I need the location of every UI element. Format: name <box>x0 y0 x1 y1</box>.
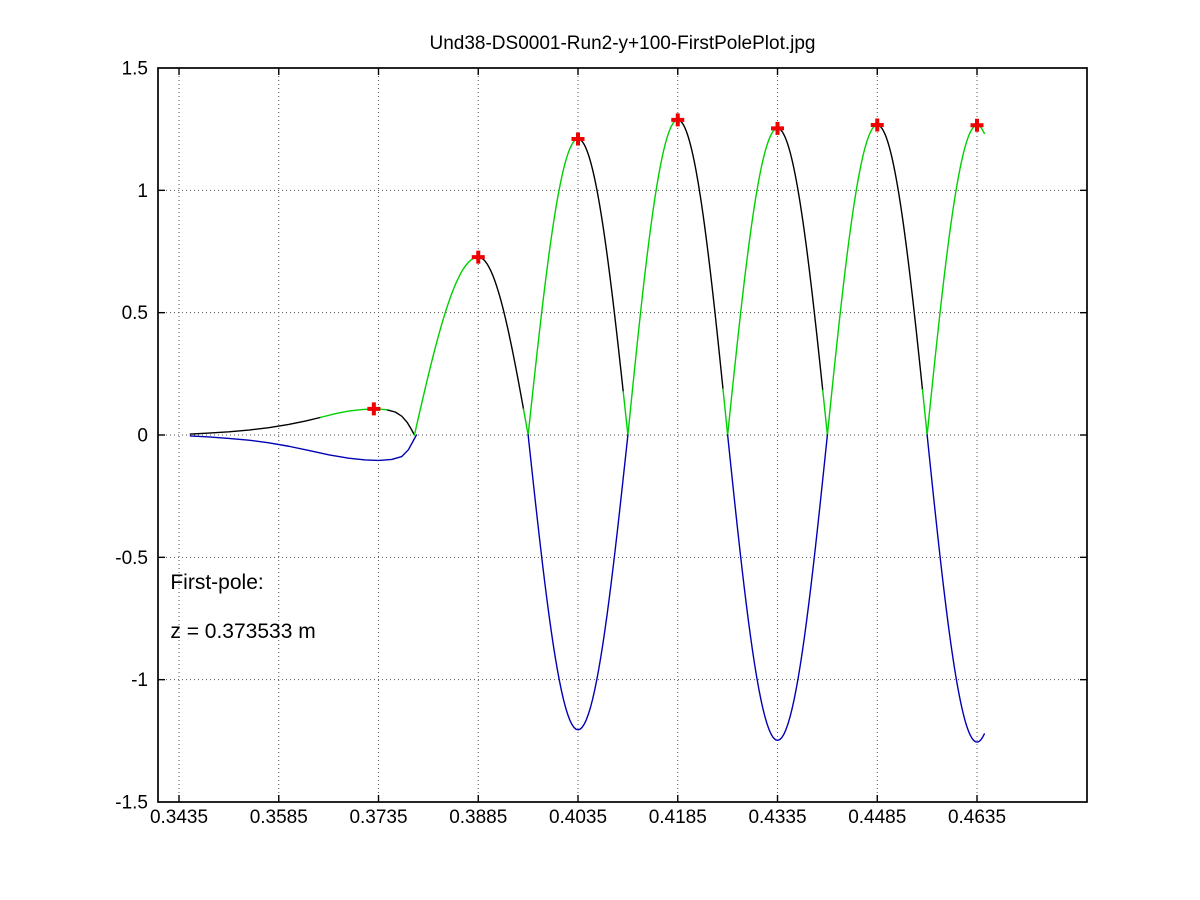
x-tick-label: 0.4635 <box>948 807 1006 828</box>
y-tick-label: 0.5 <box>122 303 148 324</box>
field-curve-segment <box>577 138 624 393</box>
first-pole-annotation: z = 0.373533 m <box>170 620 315 643</box>
axis-box <box>157 67 1088 803</box>
pole-marker <box>671 113 685 127</box>
x-tick-label: 0.3435 <box>150 807 208 828</box>
y-tick-label: -0.5 <box>115 548 148 569</box>
field-curve-segment <box>527 138 579 436</box>
field-curve-segment <box>826 124 878 436</box>
pole-marker <box>771 121 785 135</box>
plot-title: Und38-DS0001-Run2-y+100-FirstPolePlot.jp… <box>429 33 816 54</box>
pole-marker <box>367 402 381 416</box>
field-curve-segment <box>387 409 416 436</box>
field-curve-segment <box>319 408 389 419</box>
first-pole-annotation: First-pole: <box>170 571 263 594</box>
x-tick-label: 0.4185 <box>649 807 707 828</box>
pole-marker <box>870 118 884 132</box>
y-tick-label: -1.5 <box>115 792 148 813</box>
field-curve-segment <box>726 127 779 436</box>
field-curve-segment <box>876 124 924 391</box>
field-curve-segment <box>477 256 525 410</box>
y-tick-label: 1.5 <box>122 58 148 79</box>
x-tick-label: 0.4485 <box>848 807 906 828</box>
pole-marker <box>571 132 585 146</box>
field-curve-segment <box>413 256 479 436</box>
x-tick-label: 0.4335 <box>748 807 806 828</box>
y-tick-label: -1 <box>131 670 148 691</box>
x-tick-label: 0.4035 <box>549 807 607 828</box>
field-curve-segment <box>726 434 829 742</box>
x-tick-label: 0.3885 <box>449 807 507 828</box>
field-curve-segment <box>677 119 724 390</box>
field-curve-segment <box>189 434 418 462</box>
field-curve-segment <box>921 389 928 436</box>
field-curve-segment <box>527 434 629 731</box>
field-curve-segment <box>522 408 529 436</box>
field-curve-segment <box>926 124 978 436</box>
field-curve-segment <box>627 119 679 436</box>
x-tick-label: 0.3585 <box>250 807 308 828</box>
field-curve-segment <box>722 388 729 436</box>
field-curve-segment <box>822 389 829 436</box>
y-tick-label: 1 <box>137 181 148 202</box>
field-curve-segment <box>926 434 986 743</box>
field-curve-segment <box>622 391 629 436</box>
pole-marker <box>471 250 485 264</box>
field-curve-segment <box>776 127 824 391</box>
x-tick-label: 0.3735 <box>349 807 407 828</box>
pole-marker <box>970 118 984 132</box>
field-curve-segment <box>189 416 322 435</box>
y-tick-label: 0 <box>137 425 148 446</box>
